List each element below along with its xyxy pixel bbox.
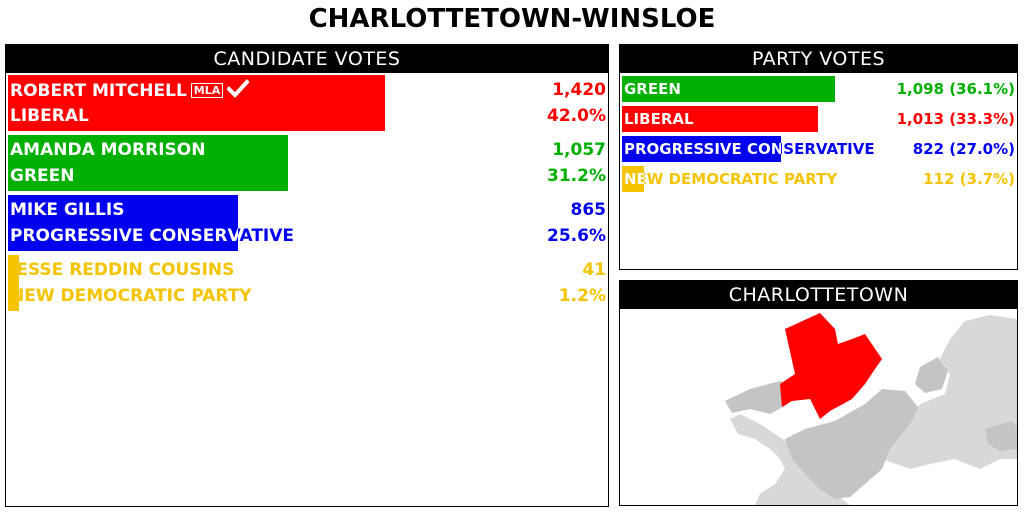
candidate-name-text: JESSE REDDIN COUSINS (10, 260, 235, 280)
district-shape (780, 313, 882, 419)
party-bar (622, 136, 781, 162)
candidate-percent: 1.2% (558, 286, 606, 306)
candidate-row: MIKE GILLIS PROGRESSIVE CONSERVATIVE 865 25… (8, 195, 606, 251)
party-row: NEW DEMOCRATIC PARTY 112 (3.7%) (622, 166, 1015, 192)
candidate-votes: 865 (570, 200, 607, 220)
party-bar (622, 166, 644, 192)
party-row: LIBERAL 1,013 (33.3%) (622, 106, 1015, 132)
candidate-votes: 1,057 (552, 140, 606, 160)
party-name: PROGRESSIVE CONSERVATIVE (624, 140, 875, 158)
candidate-name: ROBERT MITCHELL MLA (10, 79, 250, 102)
candidate-row: ROBERT MITCHELL MLA LIBERAL 1,420 42.0% (8, 75, 606, 131)
page-title: CHARLOTTETOWN-WINSLOE (308, 4, 716, 34)
candidate-percent: 42.0% (547, 106, 606, 126)
candidate-percent: 31.2% (547, 166, 606, 186)
party-row: GREEN 1,098 (36.1%) (622, 76, 1015, 102)
candidate-party: LIBERAL (10, 106, 89, 126)
candidate-bar (8, 255, 19, 311)
party-name: NEW DEMOCRATIC PARTY (624, 170, 838, 188)
candidate-name-text: AMANDA MORRISON (10, 140, 206, 160)
map-land-east (915, 357, 948, 393)
candidate-votes: 1,420 (552, 80, 606, 100)
candidate-name: MIKE GILLIS (10, 199, 124, 221)
party-bar (622, 76, 835, 102)
party-name: GREEN (624, 80, 681, 98)
party-name: LIBERAL (624, 110, 694, 128)
district-map (620, 309, 1017, 505)
map-land-south (785, 389, 918, 499)
party-row: PROGRESSIVE CONSERVATIVE 822 (27.0%) (622, 136, 1015, 162)
candidate-bar (8, 195, 238, 251)
candidate-name: AMANDA MORRISON (10, 139, 205, 161)
candidate-bar (8, 75, 385, 131)
district-map-panel: CHARLOTTETOWN (619, 280, 1018, 506)
party-votes: 1,013 (33.3%) (896, 110, 1015, 128)
district-map-header: CHARLOTTETOWN (620, 281, 1017, 309)
party-votes-panel: PARTY VOTES GREEN 1,098 (36.1%) LIBERAL 1,0… (619, 44, 1018, 270)
map-land-west (725, 381, 795, 414)
elected-check-icon (227, 79, 250, 98)
candidate-percent: 25.6% (547, 226, 606, 246)
candidate-row: JESSE REDDIN COUSINS NEW DEMOCRATIC PARTY… (8, 255, 606, 311)
party-votes: 112 (3.7%) (923, 170, 1015, 188)
candidate-name-text: MIKE GILLIS (10, 200, 125, 220)
candidate-name: JESSE REDDIN COUSINS (10, 259, 234, 281)
party-votes-header: PARTY VOTES (620, 45, 1017, 73)
map-land-southeast (985, 421, 1017, 451)
candidate-votes: 41 (582, 260, 606, 280)
candidate-votes-panel: CANDIDATE VOTES ROBERT MITCHELL MLA LIBERA… (5, 44, 609, 507)
party-bar (622, 106, 818, 132)
candidate-row: AMANDA MORRISON GREEN 1,057 31.2% (8, 135, 606, 191)
candidate-party: GREEN (10, 166, 75, 186)
candidate-party: PROGRESSIVE CONSERVATIVE (10, 226, 295, 246)
party-votes: 1,098 (36.1%) (896, 80, 1015, 98)
party-votes: 822 (27.0%) (912, 140, 1015, 158)
candidate-party: NEW DEMOCRATIC PARTY (10, 286, 252, 306)
candidate-bar (8, 135, 288, 191)
incumbent-badge: MLA (190, 83, 224, 98)
candidate-name-text: ROBERT MITCHELL (10, 81, 187, 101)
candidate-votes-header: CANDIDATE VOTES (6, 45, 608, 73)
